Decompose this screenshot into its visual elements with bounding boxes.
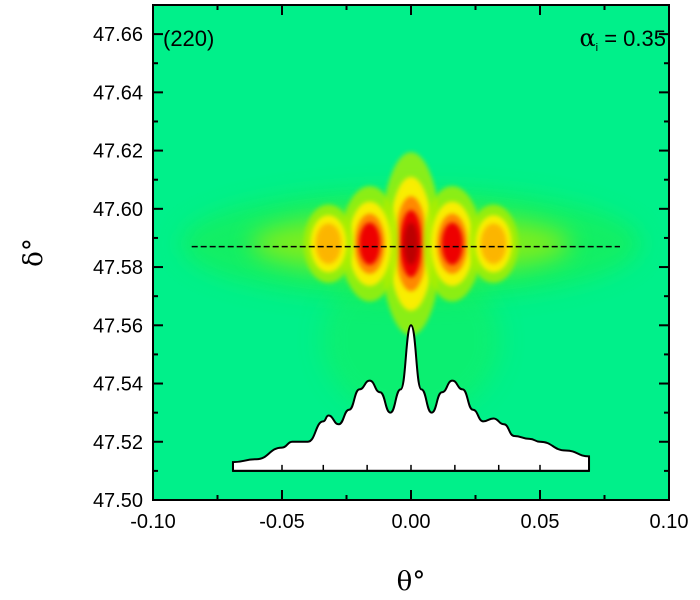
intensity-peak: [380, 152, 442, 336]
reflection-label: (220): [163, 26, 214, 51]
y-tick-label: 47.56: [93, 315, 143, 337]
x-axis-title: θ°: [397, 567, 426, 597]
x-tick-label: 0.05: [521, 511, 560, 533]
x-tick-label: 0.10: [650, 511, 689, 533]
plot-area: [153, 5, 669, 500]
y-tick-label: 47.64: [93, 82, 143, 104]
y-tick-label: 47.52: [93, 432, 143, 454]
intensity-peak: [303, 204, 354, 283]
y-tick-label: 47.60: [93, 199, 143, 221]
intensity-peak: [340, 186, 399, 302]
x-tick-label: -0.05: [259, 511, 305, 533]
y-tick-label: 47.66: [93, 24, 143, 46]
alpha-subscript: i: [596, 42, 598, 54]
y-tick-label: 47.62: [93, 141, 143, 163]
y-tick-label: 47.58: [93, 257, 143, 279]
line-profile: [231, 324, 591, 472]
y-axis-title: δ°: [19, 238, 49, 267]
y-axis: 47.50 47.52 47.54 47.56 47.58 47.60 47.62 47.64…: [93, 4, 669, 512]
intensity-peak: [468, 204, 519, 283]
x-axis: -0.10 -0.05 0.00 0.05 0.10: [130, 5, 688, 533]
y-tick-label: 47.54: [93, 374, 143, 396]
x-tick-label: 0.00: [392, 511, 431, 533]
x-tick-label: -0.10: [130, 511, 176, 533]
intensity-peaks: [303, 152, 519, 336]
alpha-symbol: α: [579, 24, 595, 52]
intensity-peak: [423, 186, 482, 302]
y-tick-label: 47.50: [93, 490, 143, 512]
incidence-angle-label: αi = 0.35: [579, 24, 666, 54]
alpha-value: = 0.35: [598, 26, 666, 51]
